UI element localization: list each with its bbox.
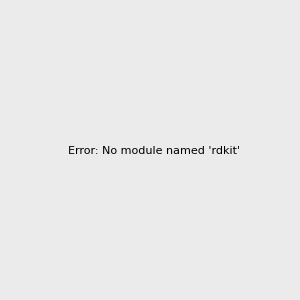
- Text: Error: No module named 'rdkit': Error: No module named 'rdkit': [68, 146, 240, 157]
